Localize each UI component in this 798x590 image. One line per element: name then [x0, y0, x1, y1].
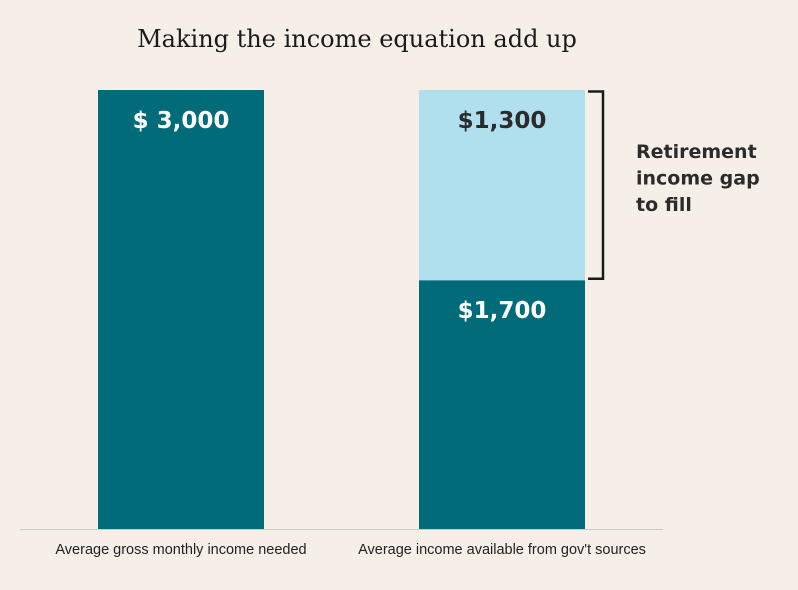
data-label-2-2: $1,300: [458, 108, 547, 134]
bar-2-segment-1: [419, 280, 585, 529]
category-label-1: Average gross monthly income needed: [55, 542, 306, 558]
plot-area: $ 3,000 Average gross monthly income need…: [20, 90, 760, 558]
bar-2-segment-2: [419, 90, 585, 281]
annotation-line-3: to fill: [636, 194, 692, 216]
annotation-line-2: income gap: [636, 168, 760, 190]
category-label-2: Average income available from gov't sour…: [358, 542, 646, 558]
data-label-2-1: $1,700: [458, 298, 547, 324]
gap-bracket: [588, 90, 605, 280]
bar-1-segment-1: [98, 90, 264, 529]
data-label-1-1: $ 3,000: [133, 108, 230, 134]
chart-title: Making the income equation add up: [137, 25, 577, 53]
annotation-line-1: Retirement: [636, 141, 757, 163]
